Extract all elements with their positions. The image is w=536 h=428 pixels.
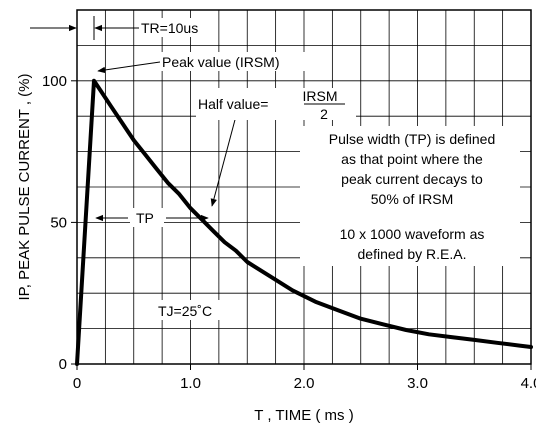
x-tick-label: 1.0 [180,375,201,392]
x-tick-label: 4.0 [521,375,536,392]
y-tick-label: 100 [42,73,67,90]
x-tick-label: 3.0 [407,375,428,392]
x-axis-title: T , TIME ( ms ) [254,407,353,424]
y-tick-label: 0 [59,356,67,373]
half-arrow [210,115,237,207]
description-line-1: Pulse width (TP) is defined [329,131,496,147]
description-line-5: 10 x 1000 waveform as [340,226,485,242]
x-tick-labels: 0 1.0 2.0 3.0 4.0 [73,364,536,392]
peak-label: Peak value (IRSM) [162,54,279,70]
half-label: Half value= [198,96,268,112]
half-numerator: IRSM [303,88,338,104]
y-axis-title: IP, PEAK PULSE CURRENT , (%) [16,73,33,300]
description-line-4: 50% of IRSM [371,191,453,207]
peak-arrow [97,61,161,74]
tp-label: TP [136,210,154,226]
description-line-3: peak current decays to [341,171,483,187]
half-denominator: 2 [320,106,328,122]
y-tick-labels: 0 50 100 [42,73,77,373]
tj-label: TJ=25˚C [158,303,212,319]
description-line-2: as that point where the [341,151,483,167]
x-tick-label: 2.0 [294,375,315,392]
x-tick-label: 0 [73,375,81,392]
tr-label: TR=10us [141,20,198,36]
y-tick-label: 50 [50,214,67,231]
waveform-line [75,78,533,366]
description-line-6: defined by R.E.A. [358,246,467,262]
